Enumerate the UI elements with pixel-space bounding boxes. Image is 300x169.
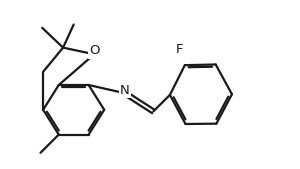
Text: O: O: [89, 44, 100, 57]
Text: F: F: [176, 43, 183, 56]
Text: N: N: [120, 84, 130, 97]
